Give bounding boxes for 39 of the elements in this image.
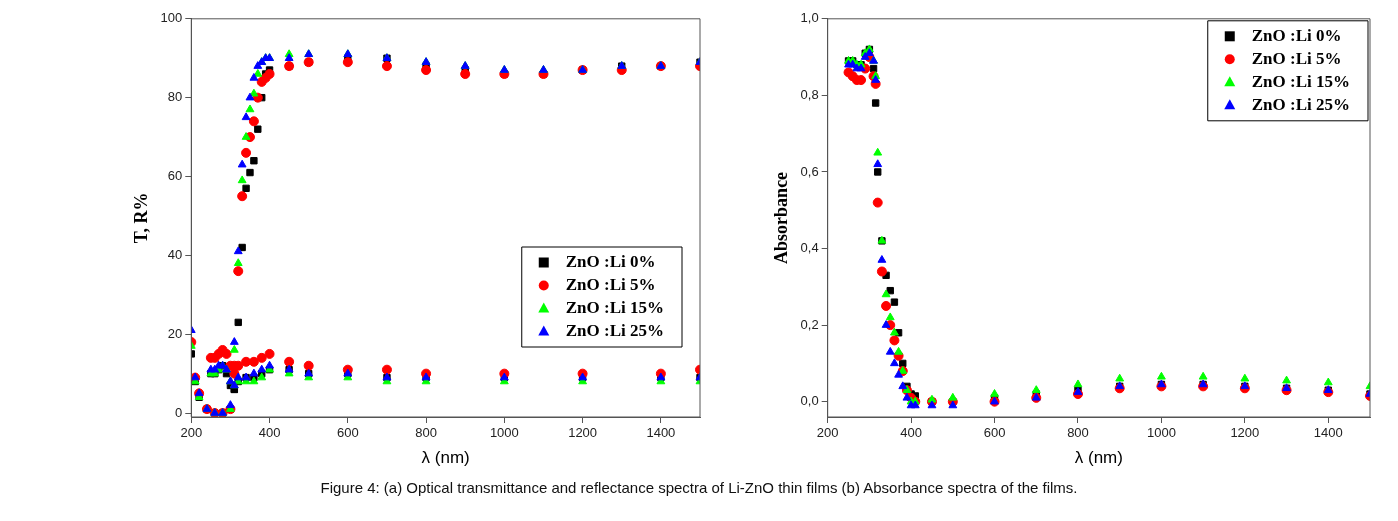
x-tick-label: 1400 <box>1313 425 1343 441</box>
legend-label: ZnO :Li 15% <box>565 297 665 317</box>
y-tick-label: 0,6 <box>800 163 819 179</box>
legend-label: ZnO :Li 15% <box>1251 71 1351 91</box>
x-tick-label: 600 <box>983 425 1006 441</box>
legend-label: ZnO :Li 5% <box>565 274 656 294</box>
y-tick-label: 60 <box>167 168 183 184</box>
legend-label: ZnO :Li 5% <box>1251 48 1342 68</box>
x-tick-label: 400 <box>900 425 922 441</box>
y-tick-label: 0 <box>175 404 183 420</box>
y-axis-title: T, R% <box>131 192 152 244</box>
x-tick-label: 800 <box>1067 425 1089 441</box>
x-tick-label: 1000 <box>489 425 519 441</box>
y-tick-label: 100 <box>160 10 183 26</box>
y-tick-label: 0,4 <box>800 240 819 256</box>
y-tick-label: 1,0 <box>800 10 819 26</box>
x-tick-label: 200 <box>816 425 839 441</box>
x-tick-label: 400 <box>258 425 281 441</box>
y-axis-title: Absorbance <box>771 171 792 264</box>
x-tick-label: 1400 <box>646 425 676 441</box>
y-tick-label: 80 <box>167 89 183 105</box>
x-tick-label: 600 <box>336 425 359 441</box>
y-tick-label: 40 <box>167 246 183 262</box>
x-tick-label: 1200 <box>1230 425 1260 441</box>
caption: Figure 4: (a) Optical transmittance and reflectance spectra of Li-ZnO thin films (b) Absorbance spectra of the films. <box>319 479 1079 496</box>
legend-label: ZnO :Li 0% <box>565 251 656 271</box>
y-tick-label: 0,8 <box>800 86 819 102</box>
x-tick-label: 1200 <box>568 425 598 441</box>
x-axis-title: λ (nm) <box>1074 448 1123 468</box>
x-tick-label: 1000 <box>1146 425 1176 441</box>
legend-label: ZnO :Li 25% <box>565 320 665 340</box>
y-tick-label: 0,2 <box>800 316 819 332</box>
x-tick-label: 800 <box>415 425 437 441</box>
y-tick-label: 0,0 <box>800 393 819 409</box>
legend-label: ZnO :Li 25% <box>1251 94 1351 114</box>
x-axis-title: λ (nm) <box>421 448 470 468</box>
x-tick-label: 200 <box>180 425 203 441</box>
legend-label: ZnO :Li 0% <box>1251 25 1342 45</box>
y-tick-label: 20 <box>167 325 183 341</box>
